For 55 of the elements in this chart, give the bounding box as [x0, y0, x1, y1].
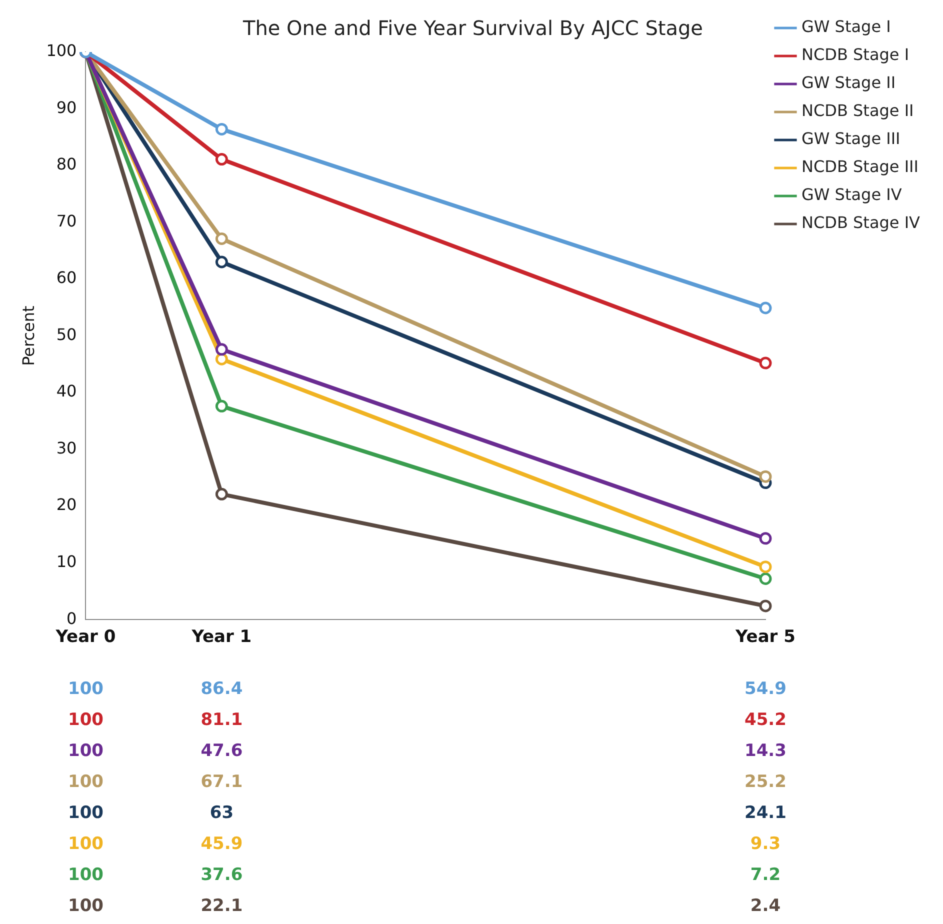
point — [215, 153, 228, 166]
y-tick-label: 90 — [56, 98, 77, 117]
point — [759, 302, 772, 314]
data-label: 24.1 — [744, 802, 786, 823]
y-tick-label: 80 — [56, 154, 77, 174]
point — [215, 343, 228, 356]
y-tick-label: 10 — [56, 552, 77, 571]
data-label: 25.2 — [744, 772, 786, 792]
data-label: 81.1 — [200, 710, 243, 730]
y-axis-title: Percent — [18, 306, 38, 366]
data-label: 45.2 — [744, 710, 786, 730]
y-tick-label: 60 — [56, 268, 77, 288]
data-label: 67.1 — [200, 772, 243, 792]
legend-label: NCDB Stage IV — [801, 213, 920, 232]
chart-title: The One and Five Year Survival By AJCC Stage — [242, 16, 703, 40]
y-tick-label: 40 — [56, 382, 77, 401]
data-label: 2.4 — [750, 896, 781, 916]
data-label: 9.3 — [750, 834, 781, 854]
point — [215, 256, 228, 268]
legend-label: GW Stage III — [801, 129, 900, 148]
legend-label: NCDB Stage III — [801, 157, 918, 176]
legend-label: NCDB Stage II — [801, 101, 914, 120]
point — [215, 400, 228, 412]
x-tick-label: Year 0 — [54, 627, 116, 648]
point — [215, 352, 228, 366]
y-tick-label: 100 — [46, 41, 77, 60]
y-tick-label: 70 — [56, 211, 77, 230]
data-label: 45.9 — [200, 834, 243, 854]
legend-label: GW Stage I — [801, 17, 891, 36]
point — [759, 532, 772, 545]
x-tick-label: Year 1 — [190, 627, 252, 648]
x-tick-label: Year 5 — [734, 627, 796, 648]
y-tick-label: 20 — [56, 495, 77, 514]
data-label: 37.6 — [200, 864, 243, 885]
y-tick-label: 0 — [66, 608, 77, 628]
y-tick-label: 50 — [56, 324, 77, 344]
point — [759, 560, 772, 574]
point — [759, 600, 772, 612]
legend-label: GW Stage II — [801, 73, 896, 92]
point — [215, 122, 228, 136]
data-label: 63 — [210, 802, 234, 823]
point — [759, 470, 772, 483]
point — [759, 356, 772, 370]
data-label: 47.6 — [200, 740, 243, 761]
data-label: 86.4 — [200, 678, 243, 699]
legend-label: GW Stage IV — [801, 185, 902, 204]
legend-label: NCDB Stage I — [801, 45, 910, 64]
data-label: 14.3 — [744, 740, 786, 761]
point — [215, 488, 228, 500]
y-tick-label: 30 — [56, 438, 77, 458]
data-label: 7.2 — [750, 864, 781, 885]
data-label: 22.1 — [200, 896, 243, 916]
point — [759, 572, 772, 585]
data-label: 54.9 — [744, 678, 786, 699]
point — [215, 232, 228, 245]
